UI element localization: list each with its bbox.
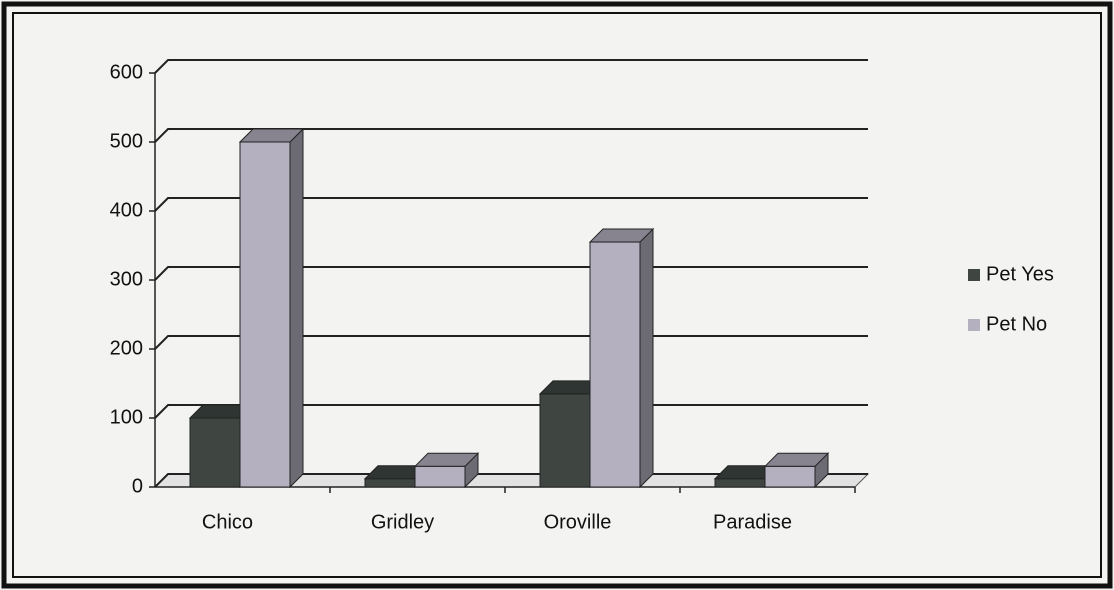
grid-line <box>154 197 868 212</box>
y-tick-label: 400 <box>110 199 143 221</box>
y-tick-label: 200 <box>110 337 143 359</box>
y-tick-label: 100 <box>110 406 143 428</box>
grid-line <box>154 59 868 74</box>
legend-label: Pet Yes <box>986 263 1054 285</box>
bar-front <box>414 465 466 488</box>
bar-front <box>764 465 816 488</box>
bar-top <box>413 452 480 467</box>
legend-swatch <box>968 269 980 281</box>
y-tick-label: 0 <box>132 475 143 497</box>
bar-top <box>238 128 305 143</box>
bar-front <box>714 478 766 488</box>
bar-front <box>239 141 291 488</box>
bar <box>238 127 305 489</box>
bar-top <box>588 228 655 243</box>
bar-top <box>763 452 830 467</box>
bar-front <box>539 393 591 488</box>
x-tick-label: Chico <box>202 511 253 533</box>
y-tick-label: 600 <box>110 61 143 83</box>
bar-side <box>639 227 654 489</box>
legend-swatch <box>968 319 980 331</box>
bar-front <box>589 241 641 488</box>
x-tick-label: Paradise <box>713 511 792 533</box>
bar-side <box>289 127 304 489</box>
bar-front <box>364 478 416 488</box>
legend-label: Pet No <box>986 313 1047 335</box>
bar-front <box>189 417 241 488</box>
bar <box>413 452 480 489</box>
x-tick-label: Gridley <box>371 511 434 533</box>
bar <box>763 452 830 489</box>
y-tick-label: 300 <box>110 268 143 290</box>
grid-line <box>154 128 868 143</box>
y-tick-label: 500 <box>110 130 143 152</box>
x-tick-label: Oroville <box>544 511 612 533</box>
inner-frame <box>12 12 1102 578</box>
bar <box>588 227 655 489</box>
